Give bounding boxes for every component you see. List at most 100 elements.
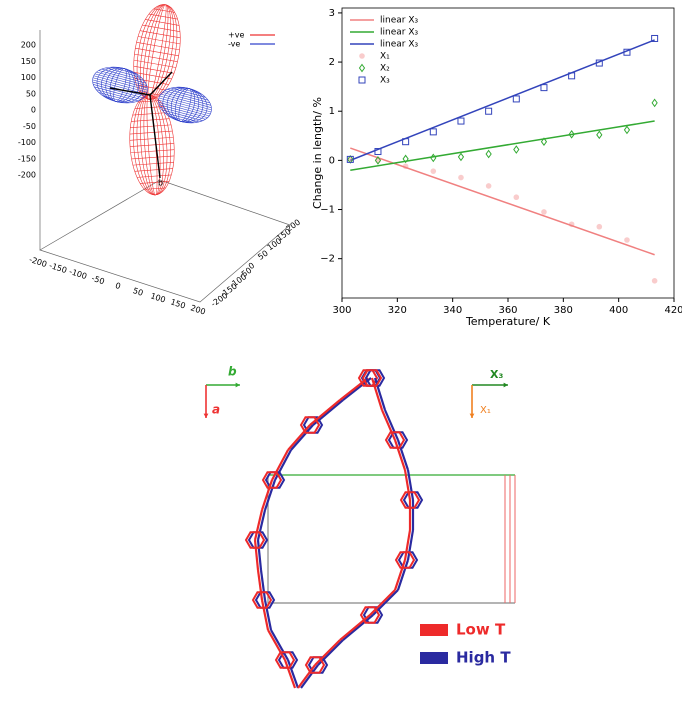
z-tick-label: 150 <box>21 57 36 66</box>
x-tick-label: 380 <box>554 305 573 316</box>
x-tick-label: 0 <box>114 281 122 291</box>
data-point <box>485 149 492 159</box>
y-tick-label: 50 <box>256 249 270 262</box>
mesh-line <box>168 115 194 124</box>
mesh-line <box>161 109 203 122</box>
bond <box>256 569 264 601</box>
mesh-line <box>158 102 210 117</box>
x-tick-label: 400 <box>609 305 628 316</box>
data-point <box>596 130 603 140</box>
x-tick-label: 320 <box>388 305 407 316</box>
bond <box>403 469 412 501</box>
y-tick-label: −1 <box>320 205 335 216</box>
x-tick-label: 50 <box>132 286 144 298</box>
mesh-line <box>144 187 166 190</box>
y-tick-label: 0 <box>247 261 256 271</box>
x-tick-label: -50 <box>90 274 105 287</box>
mesh-line <box>138 100 160 103</box>
mesh-line <box>162 92 211 106</box>
data-point <box>402 138 410 146</box>
mesh-line <box>105 67 142 78</box>
mesh-line <box>93 75 148 91</box>
mesh-line <box>94 86 142 100</box>
x-tick-label: -200 <box>28 255 48 269</box>
ring <box>299 416 321 434</box>
arrow-head <box>503 382 508 388</box>
data-point <box>458 174 464 181</box>
data-point <box>430 153 437 163</box>
arrow-head <box>469 413 475 418</box>
surface-mesh <box>158 86 212 124</box>
arrow <box>149 94 161 179</box>
axis-label: X₃ <box>490 368 503 381</box>
mesh-line <box>134 168 173 172</box>
legend-label: linear X₃ <box>380 28 418 38</box>
z-tick-label: -200 <box>18 171 36 180</box>
legend-swatch <box>359 53 365 59</box>
mesh-line <box>164 90 210 104</box>
bond <box>263 599 273 631</box>
bond <box>312 399 344 426</box>
bond <box>342 377 372 401</box>
bond <box>339 377 369 401</box>
data-point <box>485 107 493 115</box>
data-point <box>402 154 409 164</box>
ring <box>264 471 286 489</box>
mesh-line <box>96 89 139 102</box>
legend-swatch <box>358 63 366 73</box>
y-tick-label: 1 <box>329 106 335 117</box>
ring <box>359 606 381 624</box>
data-point <box>651 34 659 42</box>
mesh-line <box>176 86 202 95</box>
z-tick-label: -100 <box>18 138 36 147</box>
mesh-line <box>159 95 212 111</box>
bond <box>406 469 415 501</box>
mesh-line <box>160 93 212 108</box>
legend-label: X₃ <box>380 76 390 86</box>
data-point <box>568 221 575 228</box>
data-point <box>402 163 409 170</box>
ring <box>274 651 296 669</box>
bond <box>314 639 341 666</box>
data-point <box>595 59 603 67</box>
bond <box>260 479 274 511</box>
data-point <box>429 128 437 136</box>
y-tick-label: 0 <box>329 155 335 166</box>
ring <box>302 416 324 434</box>
mesh-line <box>164 112 200 123</box>
fit-line <box>350 39 655 162</box>
mesh-line <box>133 59 176 68</box>
legend-label: X₂ <box>380 64 390 74</box>
bond <box>297 664 316 689</box>
mesh-line <box>138 36 181 45</box>
fit-line <box>350 147 655 256</box>
z-tick-label: -150 <box>18 154 36 163</box>
y-tick-label: −2 <box>320 254 335 265</box>
data-point <box>623 48 631 56</box>
bond <box>383 409 400 441</box>
mesh-line <box>140 181 170 184</box>
bond <box>271 449 289 481</box>
bond <box>373 377 387 411</box>
mesh-line <box>136 42 180 51</box>
data-point <box>568 72 576 80</box>
axis-label: a <box>212 403 220 417</box>
ring <box>387 431 409 449</box>
mesh-line <box>134 106 164 109</box>
mesh-line <box>110 66 138 75</box>
data-point <box>624 237 630 243</box>
bond <box>290 424 314 451</box>
bond <box>406 529 415 561</box>
mesh-line <box>159 104 208 118</box>
data-point <box>540 84 548 92</box>
mesh-line <box>160 106 206 120</box>
legend-label: Low T <box>456 621 506 639</box>
mesh-line <box>136 84 166 91</box>
bond <box>287 424 311 451</box>
x-tick-label: 340 <box>443 305 462 316</box>
data-point <box>568 129 575 139</box>
bond <box>369 589 396 616</box>
bond <box>396 439 410 471</box>
x-tick-label: -150 <box>48 261 68 275</box>
z-tick-label: 200 <box>21 41 36 50</box>
